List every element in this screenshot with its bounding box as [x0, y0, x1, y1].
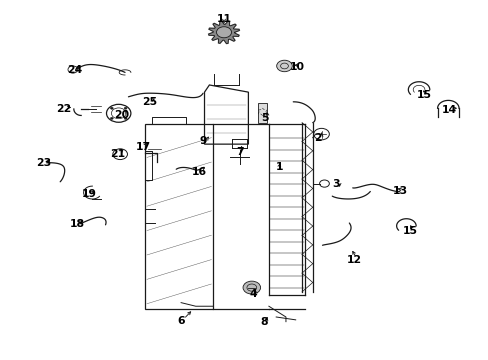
Text: 22: 22	[56, 104, 72, 114]
Text: 10: 10	[289, 62, 304, 72]
Text: 2: 2	[313, 133, 321, 143]
Text: 16: 16	[192, 167, 207, 177]
Text: 25: 25	[142, 97, 157, 107]
Circle shape	[110, 107, 113, 109]
Text: 20: 20	[114, 110, 129, 120]
Bar	[257, 103, 267, 123]
Text: 6: 6	[177, 316, 184, 325]
Text: 3: 3	[332, 179, 339, 189]
Text: 15: 15	[416, 90, 430, 100]
Circle shape	[124, 107, 127, 109]
Text: 4: 4	[249, 289, 257, 299]
Text: 23: 23	[36, 158, 51, 168]
Circle shape	[110, 117, 113, 120]
Circle shape	[124, 117, 127, 120]
Text: 9: 9	[199, 136, 206, 146]
Text: 1: 1	[275, 162, 283, 172]
Text: 8: 8	[260, 317, 267, 327]
Circle shape	[216, 27, 231, 38]
Text: 12: 12	[346, 255, 362, 265]
Text: 5: 5	[261, 113, 268, 123]
Text: 14: 14	[441, 105, 456, 115]
Text: 13: 13	[392, 186, 407, 197]
Text: 19: 19	[82, 189, 97, 199]
Text: 17: 17	[135, 142, 150, 152]
Polygon shape	[208, 21, 239, 44]
Text: 7: 7	[235, 147, 243, 157]
Text: 11: 11	[216, 14, 231, 24]
Text: 21: 21	[110, 149, 125, 159]
Text: 18: 18	[70, 219, 85, 229]
Text: 24: 24	[67, 64, 82, 75]
Circle shape	[243, 281, 260, 294]
Text: 15: 15	[402, 226, 417, 236]
Circle shape	[276, 60, 292, 72]
